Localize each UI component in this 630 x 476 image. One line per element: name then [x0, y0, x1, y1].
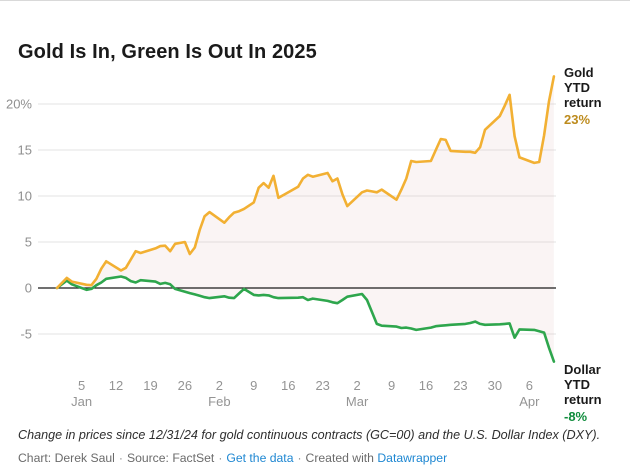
x-tick-label: 19	[143, 378, 157, 393]
y-tick-label: 15	[18, 143, 32, 158]
dollar-annotation-value: -8%	[564, 408, 588, 424]
x-tick-label: 23	[453, 378, 467, 393]
x-month-label: Mar	[346, 394, 369, 409]
separator-dot: ·	[118, 451, 123, 465]
y-tick-label: 20%	[6, 97, 32, 112]
chart-footnote: Change in prices since 12/31/24 for gold…	[18, 428, 601, 442]
byline-chart-credit: Chart: Derek Saul	[18, 451, 115, 465]
y-tick-label: -5	[20, 327, 32, 342]
dollar-annotation: Dollar YTD return -8%	[564, 362, 618, 424]
get-the-data-link[interactable]: Get the data	[226, 451, 294, 465]
x-tick-label: 9	[388, 378, 395, 393]
dollar-annotation-label: Dollar YTD return	[564, 362, 602, 408]
dollar-line	[55, 275, 556, 363]
gold-annotation-label: Gold YTD return	[564, 65, 602, 111]
y-tick-label: 0	[25, 281, 32, 296]
x-month-label: Feb	[208, 394, 230, 409]
x-tick-label: 23	[315, 378, 329, 393]
gold-line	[55, 75, 556, 290]
created-with-text: Created with	[305, 451, 374, 465]
x-tick-label: 12	[109, 378, 123, 393]
x-tick-label: 16	[281, 378, 295, 393]
datawrapper-link[interactable]: Datawrapper	[377, 451, 448, 465]
x-tick-label: 16	[419, 378, 433, 393]
gold-annotation: Gold YTD return 23%	[564, 65, 618, 127]
x-tick-label: 5	[78, 378, 85, 393]
y-tick-label: 10	[18, 189, 32, 204]
separator-dot: ·	[297, 451, 302, 465]
byline-source: Source: FactSet	[126, 451, 215, 465]
x-month-label: Apr	[519, 394, 540, 409]
x-tick-label: 26	[178, 378, 192, 393]
byline: Chart: Derek Saul · Source: FactSet · Get th…	[18, 451, 622, 465]
x-tick-label: 30	[488, 378, 502, 393]
gold-annotation-value: 23%	[564, 111, 591, 127]
x-tick-label: 6	[526, 378, 533, 393]
x-month-label: Jan	[71, 394, 92, 409]
x-tick-label: 2	[216, 378, 223, 393]
x-tick-label: 2	[354, 378, 361, 393]
area-between-fill	[57, 76, 554, 362]
y-tick-label: 5	[25, 235, 32, 250]
separator-dot: ·	[218, 451, 223, 465]
page-title: Gold Is In, Green Is Out In 2025	[18, 41, 317, 64]
x-tick-label: 9	[250, 378, 257, 393]
